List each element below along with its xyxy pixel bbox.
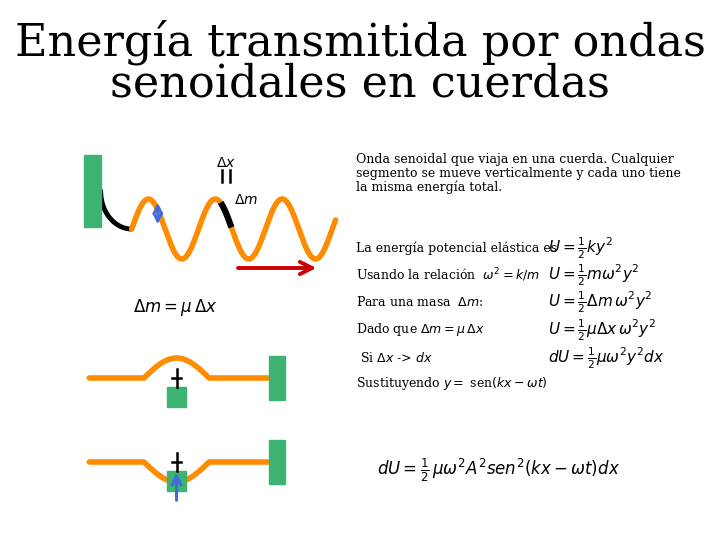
Text: $dU = \frac{1}{2}\,\mu\omega^2 A^2 sen^2\left(kx - \omega t\right)dx$: $dU = \frac{1}{2}\,\mu\omega^2 A^2 sen^2… bbox=[377, 456, 620, 484]
Text: Onda senoidal que viaja en una cuerda. Cualquier: Onda senoidal que viaja en una cuerda. C… bbox=[356, 153, 674, 166]
Bar bbox=[84, 155, 101, 227]
Bar bbox=[269, 356, 285, 400]
Text: Usando la relación  $\omega^2 = k/m$: Usando la relación $\omega^2 = k/m$ bbox=[356, 266, 540, 284]
Text: $U = \frac{1}{2} m\omega^2 y^2$: $U = \frac{1}{2} m\omega^2 y^2$ bbox=[547, 262, 639, 288]
Bar bbox=[269, 440, 285, 484]
Bar bbox=[167, 387, 186, 407]
Text: $U = \frac{1}{2} \Delta m\,\omega^2 y^2$: $U = \frac{1}{2} \Delta m\,\omega^2 y^2$ bbox=[547, 289, 652, 315]
Text: la misma energía total.: la misma energía total. bbox=[356, 181, 502, 194]
Text: Si $\Delta x$ -> $dx$: Si $\Delta x$ -> $dx$ bbox=[360, 351, 433, 365]
Text: $\Delta m$: $\Delta m$ bbox=[233, 193, 258, 207]
Text: La energía potencial elástica es: La energía potencial elástica es bbox=[356, 241, 557, 255]
Text: Dado que $\Delta m = \mu\,\Delta x$: Dado que $\Delta m = \mu\,\Delta x$ bbox=[356, 321, 485, 339]
Text: $dU = \frac{1}{2} \mu\omega^2 y^2 dx$: $dU = \frac{1}{2} \mu\omega^2 y^2 dx$ bbox=[547, 345, 664, 371]
Bar bbox=[167, 471, 186, 491]
Text: $U = \frac{1}{2} \mu\Delta x\,\omega^2 y^2$: $U = \frac{1}{2} \mu\Delta x\,\omega^2 y… bbox=[547, 317, 656, 343]
Text: senoidales en cuerdas: senoidales en cuerdas bbox=[110, 63, 610, 106]
Text: Para una masa  $\Delta m$:: Para una masa $\Delta m$: bbox=[356, 295, 483, 309]
Text: $\Delta x$: $\Delta x$ bbox=[216, 156, 236, 170]
Text: Sustituyendo $y = $ sen$(kx - \omega t)$: Sustituyendo $y = $ sen$(kx - \omega t)$ bbox=[356, 375, 548, 393]
Text: $\Delta m = \mu \,\Delta x$: $\Delta m = \mu \,\Delta x$ bbox=[133, 298, 218, 319]
Text: segmento se mueve verticalmente y cada uno tiene: segmento se mueve verticalmente y cada u… bbox=[356, 167, 681, 180]
Text: Energía transmitida por ondas: Energía transmitida por ondas bbox=[14, 19, 706, 65]
Text: $U = \frac{1}{2} ky^2$: $U = \frac{1}{2} ky^2$ bbox=[547, 235, 613, 261]
